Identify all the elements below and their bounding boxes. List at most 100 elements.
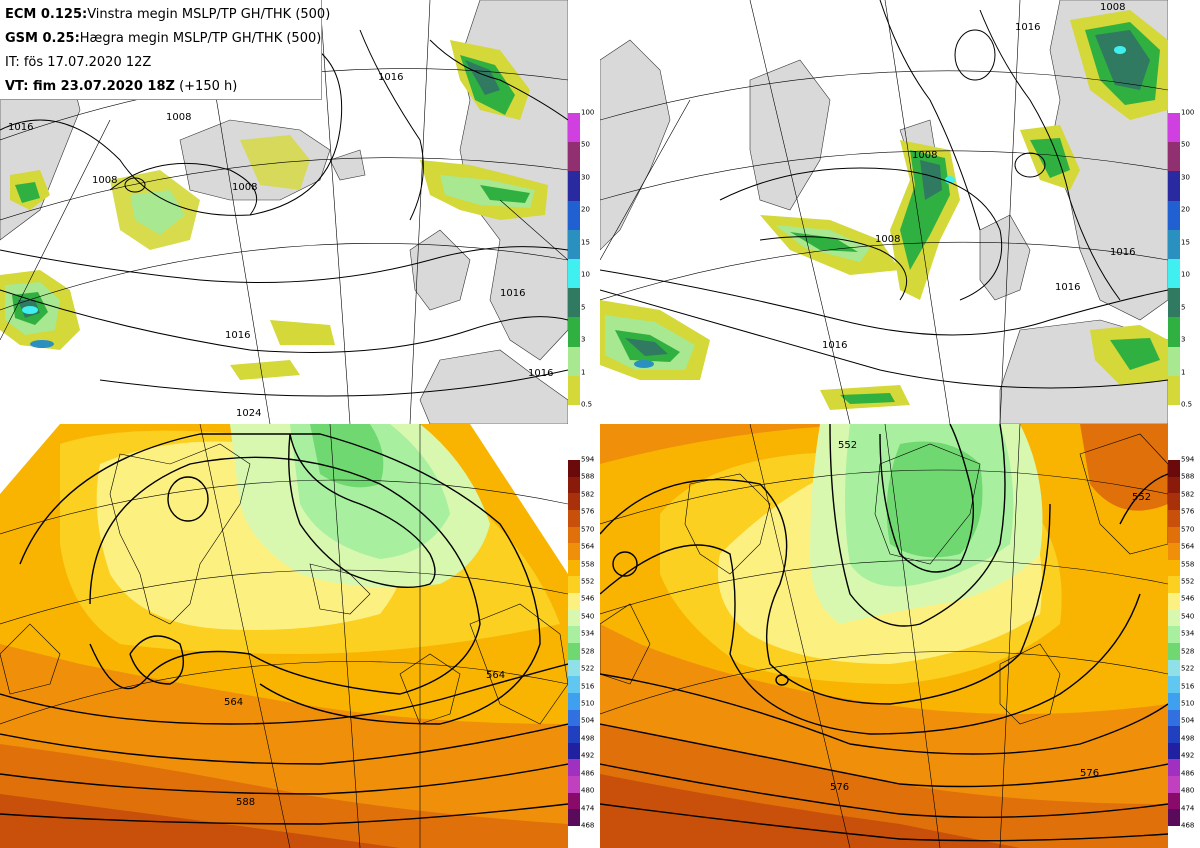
gh-legend-swatch (1168, 476, 1180, 494)
gh-legend-level-label: 480 (581, 786, 595, 795)
ecm-gh500-thickness-map: 564 564 588 (0, 424, 568, 848)
gh-legend-swatch (568, 809, 580, 827)
precip-legend-level-label: 0.5 (1181, 400, 1193, 409)
gh-contour-label: 564 (224, 697, 243, 708)
info-row-ecm: ECM 0.125:Vinstra megin MSLP/TP GH/THK (… (5, 6, 330, 30)
thickness-fill (0, 424, 568, 848)
gh-legend-swatch (1168, 659, 1180, 677)
precip-legend-swatch (1168, 375, 1180, 406)
gh-legend-level-label: 528 (1181, 647, 1195, 656)
gh-legend-level-label: 576 (581, 507, 595, 516)
isobars (600, 0, 1168, 389)
gh-legend-swatch (1168, 759, 1180, 777)
gh-legend-level-label: 594 (1181, 455, 1195, 464)
gh-contour-label: 588 (236, 797, 255, 808)
gh-legend-swatch (568, 792, 580, 810)
gh-legend-swatch (568, 476, 580, 494)
gfs-mslp-precip-map: 1016 1008 1008 1008 1016 1016 1016 (600, 0, 1168, 424)
gh-legend-swatch (568, 709, 580, 727)
gh-legend-level-label: 594 (581, 455, 595, 464)
gh-legend-level-label: 498 (1181, 734, 1195, 743)
gh-legend-swatch (568, 593, 580, 611)
precip-legend-level-label: 0.5 (581, 400, 593, 409)
gh-legend-swatch (1168, 626, 1180, 644)
gh-legend-level-label: 534 (1181, 629, 1195, 638)
gh-legend-swatch (1168, 576, 1180, 594)
graticule (600, 424, 1168, 848)
initial-time: IT: fös 17.07.2020 12Z (5, 55, 152, 70)
isobar-label: 1016 (8, 122, 33, 133)
precip-legend-swatch (568, 288, 580, 318)
graticule (600, 0, 1168, 424)
gh-legend-level-label: 582 (1181, 490, 1195, 499)
precip-legend-swatch (1168, 171, 1180, 202)
precip-legend-level-label: 20 (581, 205, 590, 214)
gh-legend-level-label: 576 (1181, 507, 1195, 516)
gh-legend-swatch (1168, 543, 1180, 561)
info-row-gsm: GSM 0.25:Hægra megin MSLP/TP GH/THK (500… (5, 30, 321, 54)
precip-legend-level-label: 1 (1181, 368, 1186, 377)
gh-contour-labels: 552 552 576 576 (830, 440, 1151, 793)
gh-legend-level-label: 474 (581, 804, 595, 813)
gh-legend-level-label: 534 (581, 629, 595, 638)
gh-legend-level-label: 498 (581, 734, 595, 743)
gfs-gh500-svg: 552 552 576 576 (600, 424, 1168, 848)
ecm-model-label: ECM 0.125: (5, 7, 88, 22)
precip-legend-swatch (1168, 229, 1180, 260)
gh-legend-level-label: 468 (581, 821, 595, 830)
gh-legend-swatch (1168, 676, 1180, 694)
gh-legend-level-label: 546 (581, 594, 595, 603)
isobar-label: 1016 (1110, 247, 1135, 258)
gh-legend-level-label: 522 (1181, 664, 1195, 673)
gh-legend-swatch (1168, 742, 1180, 760)
gh-legend-level-label: 480 (1181, 786, 1195, 795)
gh-legend-level-label: 486 (1181, 769, 1195, 778)
precip-legend-level-label: 50 (581, 140, 590, 149)
gh-legend-swatch (568, 460, 580, 478)
info-row-it: IT: fös 17.07.2020 12Z (5, 54, 316, 78)
forecast-hour: (+150 h) (179, 79, 238, 94)
gh-contour-label: 564 (486, 670, 505, 681)
gh-legend-level-label: 516 (1181, 682, 1195, 691)
gh-legend-level-label: 582 (581, 490, 595, 499)
gh-legend-level-label: 540 (1181, 612, 1195, 621)
precip-legend-swatch (568, 171, 580, 202)
valid-time: VT: fim 23.07.2020 18Z (5, 79, 175, 94)
precip-legend-level-label: 10 (581, 270, 590, 279)
gh-legend-swatch (568, 493, 580, 511)
precip-areas (0, 40, 548, 380)
precip-legend-right: 100 50 30 20 15 10 5 3 1 0.5 (1168, 109, 1200, 408)
gh-legend-swatch (568, 726, 580, 744)
gh-legend-swatch (568, 692, 580, 711)
precip-legend-swatch (1168, 200, 1180, 231)
gh-legend-swatch (1168, 792, 1180, 810)
gh-legend-level-label: 588 (581, 472, 595, 481)
precip-legend-level-label: 3 (581, 335, 586, 344)
gh-legend-swatch (568, 759, 580, 777)
gh-legend-swatch (1168, 509, 1180, 528)
gh-legend-swatch (568, 742, 580, 760)
info-row-vt: VT: fim 23.07.2020 18Z (+150 h) (5, 78, 316, 102)
precip-legend-swatch (568, 229, 580, 260)
gh-legend-swatch (1168, 776, 1180, 794)
gh-legend-swatch (568, 543, 580, 561)
gh-contours (600, 424, 1168, 842)
precip-legend-left: 100 50 30 20 15 10 5 3 1 0.5 (568, 109, 600, 408)
isobar-label: 1016 (822, 340, 847, 351)
isobar-label: 1024 (236, 408, 261, 419)
gh-legend-swatch (1168, 493, 1180, 511)
gh-legend-swatch (568, 526, 580, 544)
gh-legend-level-label: 486 (581, 769, 595, 778)
gh-legend-level-label: 468 (1181, 821, 1195, 830)
ecm-gh500-svg: 564 564 588 (0, 424, 568, 848)
isobar-label: 1016 (1055, 282, 1080, 293)
precip-legend-swatch (568, 142, 580, 172)
gh-legend-level-label: 510 (581, 699, 595, 708)
precip-legend-level-label: 20 (1181, 205, 1190, 214)
isobars (0, 0, 568, 397)
precip-legend-level-label: 1 (581, 368, 586, 377)
gsm-model-desc: Hægra megin MSLP/TP GH/THK (500) (79, 31, 322, 46)
precip-legend-swatch (1168, 288, 1180, 318)
gh-legend-swatch (1168, 709, 1180, 727)
isobar-label: 1016 (1015, 22, 1040, 33)
